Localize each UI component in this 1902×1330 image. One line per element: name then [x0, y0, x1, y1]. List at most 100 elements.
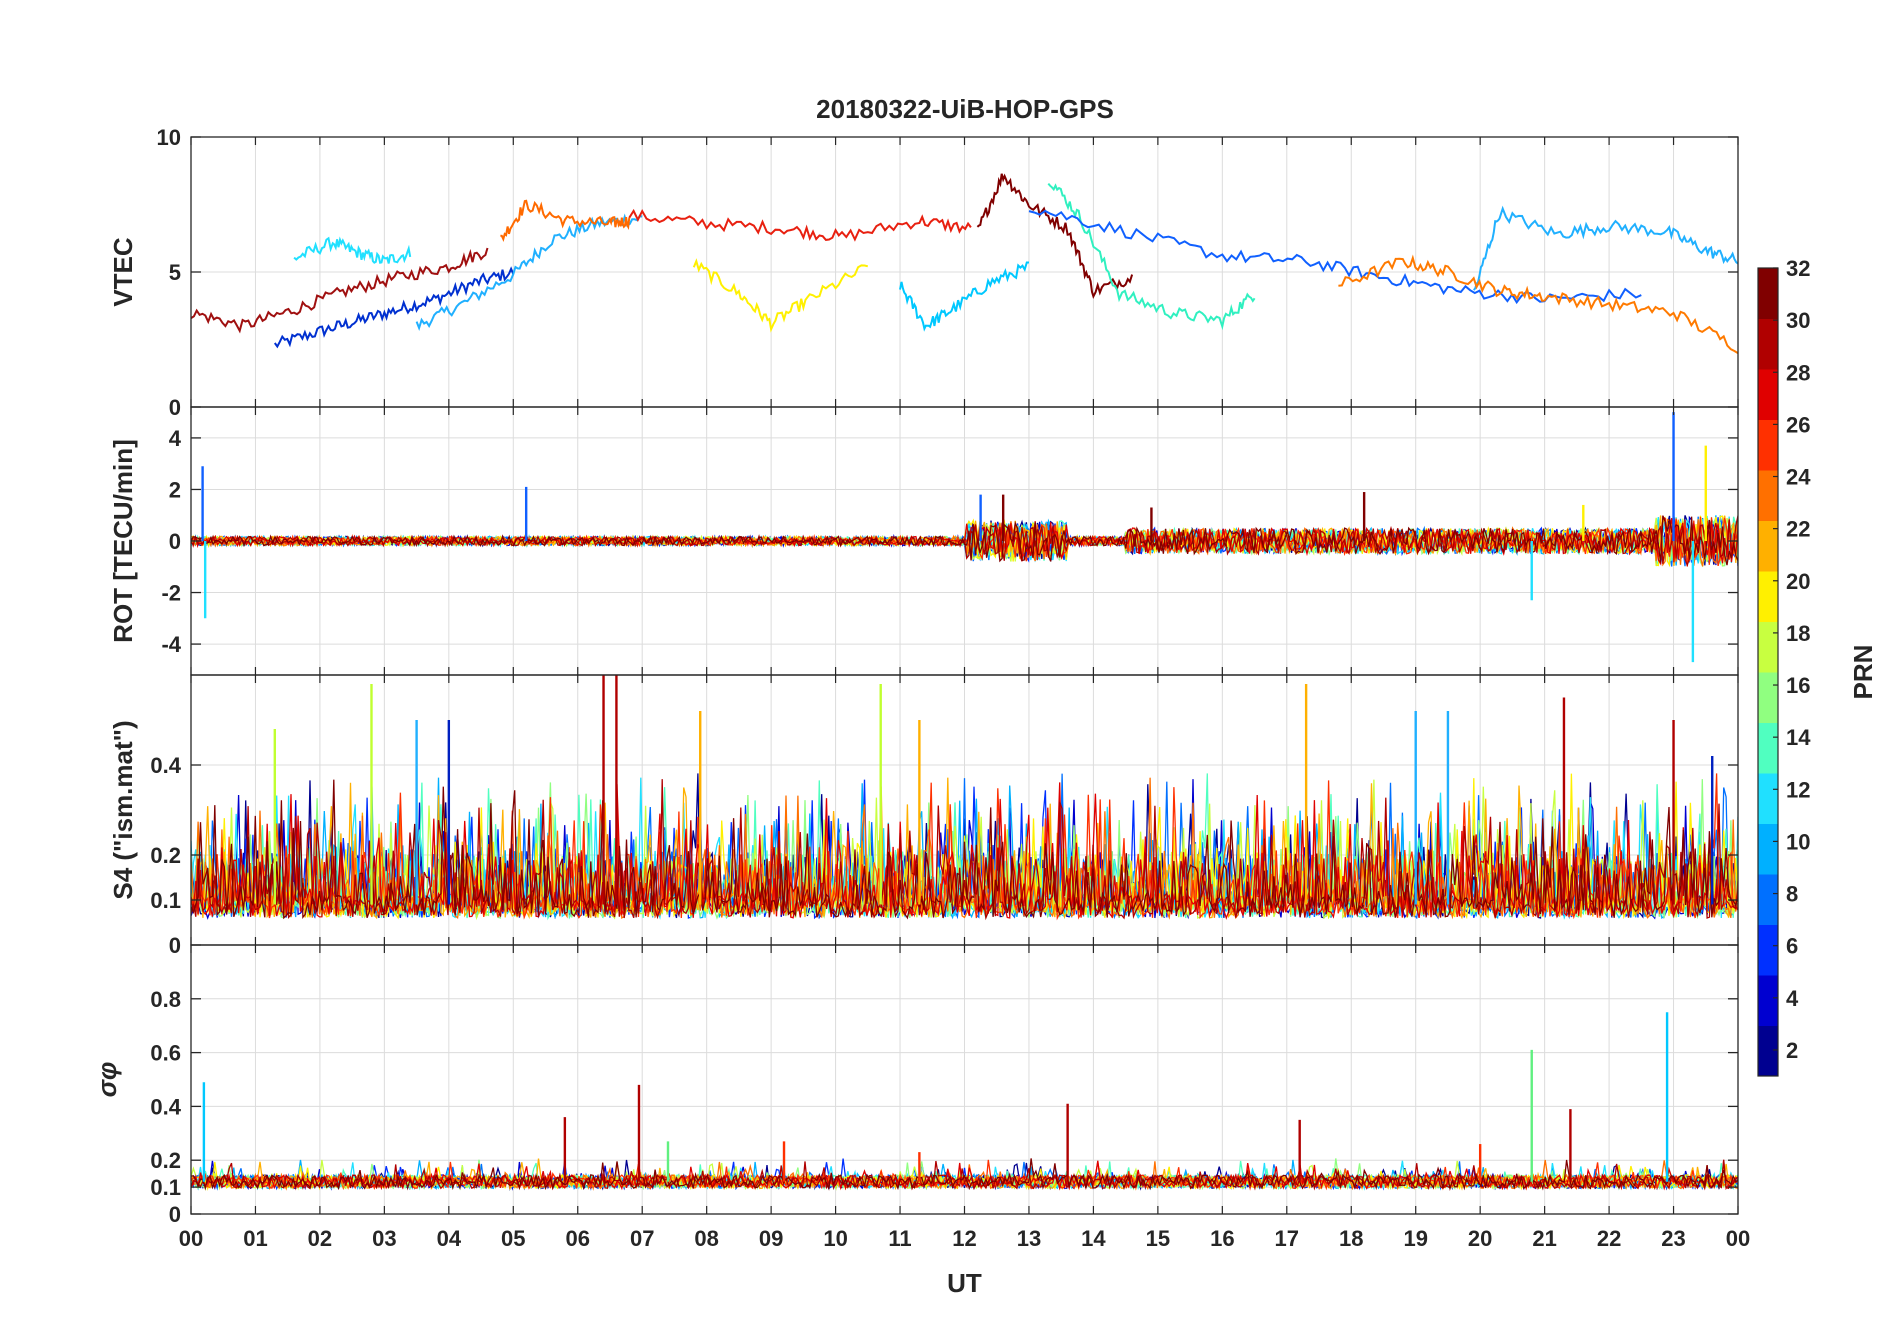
xtick-label: 11: [888, 1226, 911, 1251]
ytick-label: 0.2: [150, 843, 181, 868]
colorbar-tick-label: 6: [1786, 934, 1798, 959]
colorbar-swatch: [1758, 470, 1778, 521]
colorbar-tick-label: 10: [1786, 829, 1810, 854]
colorbar-swatch: [1758, 874, 1778, 925]
colorbar-tick-label: 18: [1786, 621, 1810, 646]
ytick-label: 2: [169, 477, 181, 502]
vtec-series-prn-14: [1047, 182, 1256, 331]
ytick-label: 0.6: [150, 1041, 181, 1066]
xtick-label: 05: [501, 1226, 525, 1251]
xtick-label: 01: [243, 1226, 267, 1251]
xtick-label: 17: [1275, 1226, 1299, 1251]
colorbar-tick-label: 32: [1786, 256, 1810, 281]
colorbar-tick-label: 2: [1786, 1038, 1798, 1063]
colorbar-swatch: [1758, 318, 1778, 370]
xtick-label: 06: [566, 1226, 590, 1251]
ytick-label: 0: [169, 395, 181, 420]
vtec-series-prn-26: [500, 199, 631, 243]
vtec-series-prn-7: [1028, 209, 1642, 305]
rot-noise-prn-30: [191, 515, 1738, 568]
panel-vtec: 0 5 10 VTEC: [108, 125, 1739, 420]
ylabel-s4: S4 ("ism.mat"): [108, 720, 138, 899]
ytick-label: -2: [161, 581, 181, 606]
vtec-series-prn-4: [273, 266, 515, 349]
rot-noise-prn-32: [191, 515, 1738, 566]
vtec-series-prn-12: [899, 261, 1029, 332]
colorbar-tick-label: 14: [1786, 725, 1811, 750]
colorbar-swatch: [1758, 571, 1778, 622]
xtick-label: 18: [1339, 1226, 1363, 1251]
xtick-label: 07: [630, 1226, 654, 1251]
colorbar-swatch: [1758, 773, 1778, 824]
xtick-label: 14: [1081, 1226, 1106, 1251]
xtick-label: 02: [308, 1226, 332, 1251]
ytick-label: 0.1: [150, 1175, 181, 1200]
vtec-series-prn-11: [1472, 205, 1738, 291]
xtick-label: 12: [952, 1226, 976, 1251]
ytick-label: 0.4: [150, 753, 181, 778]
sigma-noise-prn-32: [191, 1158, 1738, 1191]
ytick-label: 0: [169, 933, 181, 958]
vtec-series-prn-13: [293, 236, 412, 264]
colorbar-swatch: [1758, 369, 1778, 420]
panel-rot: -4 -2 0 2 4 ROT [TECU/min]: [108, 406, 1739, 676]
vtec-series-prn-25: [1338, 254, 1738, 355]
colorbar-tick-label: 20: [1786, 569, 1810, 594]
colorbar-label: PRN: [1848, 645, 1878, 700]
ytick-label: 5: [169, 260, 181, 285]
colorbar-swatch: [1758, 621, 1778, 673]
vtec-series-prn-32: [976, 173, 1134, 300]
xtick-label: 20: [1468, 1226, 1492, 1251]
xtick-label: 00: [179, 1226, 203, 1251]
ytick-label: -4: [161, 632, 181, 657]
colorbar-tick-label: 24: [1786, 465, 1811, 490]
colorbar-tick-label: 4: [1786, 986, 1799, 1011]
xlabel: UT: [947, 1268, 982, 1298]
xtick-label: 15: [1146, 1226, 1170, 1251]
ytick-label: 0.8: [150, 987, 181, 1012]
vtec-series-prn-31: [191, 247, 489, 334]
colorbar-swatch: [1758, 268, 1778, 319]
colorbar-tick-label: 16: [1786, 673, 1810, 698]
colorbar-tick-label: 28: [1786, 360, 1810, 385]
colorbar-tick-label: 30: [1786, 308, 1810, 333]
vtec-series-prn-20: [692, 258, 869, 333]
colorbar-swatch: [1758, 722, 1778, 774]
xtick-label: 19: [1403, 1226, 1427, 1251]
xtick-label: 16: [1210, 1226, 1234, 1251]
ytick-label: 0: [169, 529, 181, 554]
xtick-label: 00: [1726, 1226, 1750, 1251]
colorbar-tick-label: 8: [1786, 882, 1798, 907]
ytick-label: 0.4: [150, 1094, 181, 1119]
colorbar-frame: [1757, 267, 1779, 1077]
ytick-label: 0.1: [150, 888, 181, 913]
ylabel-sigma_phi: σφ: [92, 1062, 122, 1098]
colorbar-tick-label: 12: [1786, 777, 1810, 802]
colorbar-swatch: [1758, 823, 1778, 875]
colorbar-swatch: [1758, 672, 1778, 723]
xtick-label: 23: [1661, 1226, 1685, 1251]
panel-sigma_phi: 00.10.2 0.4 0.6 0.8 σφ: [92, 944, 1739, 1227]
colorbar-swatch: [1758, 1025, 1778, 1077]
colorbar-swatch: [1758, 520, 1778, 572]
xtick-label: 21: [1532, 1226, 1556, 1251]
chart-title: 20180322-UiB-HOP-GPS: [816, 94, 1114, 124]
ytick-label: 10: [157, 125, 181, 150]
xtick-label: 22: [1597, 1226, 1621, 1251]
colorbar-tick-label: 22: [1786, 517, 1810, 542]
ylabel-rot: ROT [TECU/min]: [108, 439, 138, 643]
xtick-label: 10: [823, 1226, 847, 1251]
xtick-label: 08: [694, 1226, 718, 1251]
ylabel-vtec: VTEC: [108, 237, 138, 307]
xtick-label: 09: [759, 1226, 783, 1251]
xtick-label: 04: [437, 1226, 462, 1251]
colorbar-swatch: [1758, 975, 1778, 1026]
ytick-label: 0: [169, 1202, 181, 1227]
colorbar-swatch: [1758, 419, 1778, 471]
xtick-label: 13: [1017, 1226, 1041, 1251]
ytick-label: 4: [169, 426, 182, 451]
vtec-series-prn-29: [628, 208, 972, 242]
colorbar-swatch: [1758, 924, 1778, 976]
